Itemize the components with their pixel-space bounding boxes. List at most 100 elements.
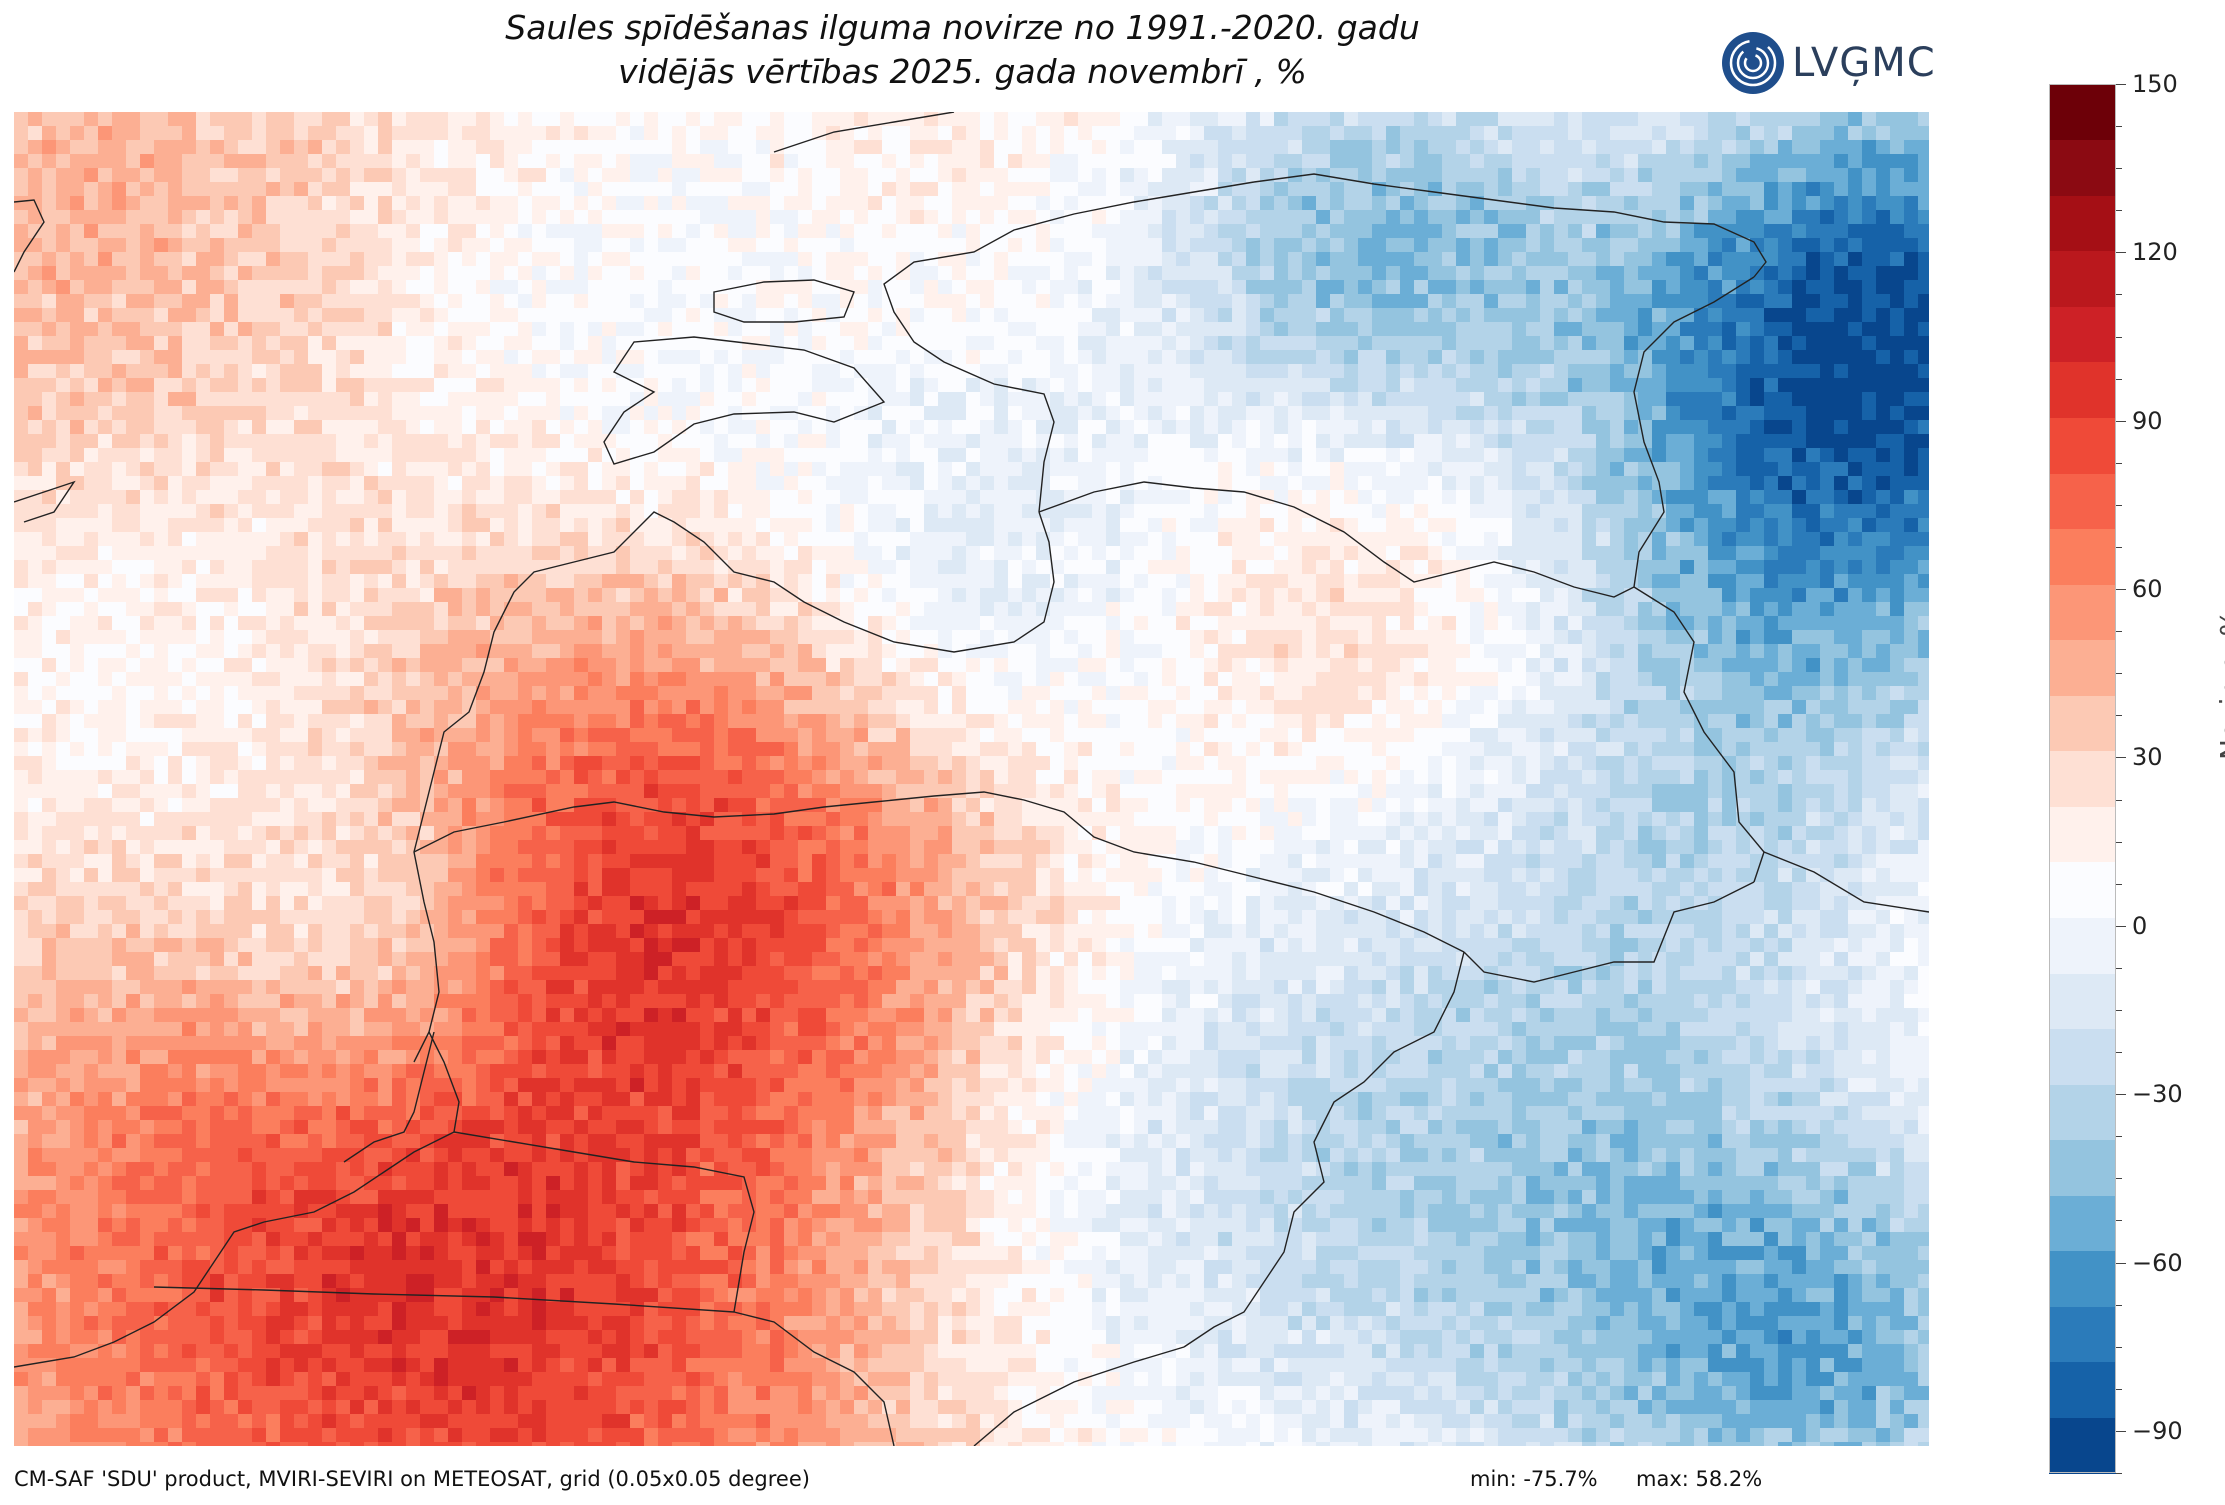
curonian-lagoon [343, 1031, 435, 1163]
latvia-russia-border [1633, 586, 1765, 883]
colorbar-minor-tick [2116, 1052, 2122, 1054]
coastline-and-borders [14, 112, 1929, 1446]
anomaly-map-svg [14, 112, 1929, 1446]
colorbar-segment [2049, 195, 2116, 252]
gulf-of-finland-north [773, 112, 955, 153]
kaliningrad-lithuania-border [453, 1131, 755, 1313]
lvgmc-logo: LVĢMC [1722, 30, 1936, 96]
curonian-spit [263, 1031, 460, 1223]
colorbar-minor-tick [2116, 883, 2122, 885]
max-value: max: 58.2% [1636, 1467, 1763, 1491]
colorbar-segment [2049, 139, 2116, 196]
colorbar-minor-tick [2116, 967, 2122, 969]
colorbar-segment [2049, 1250, 2116, 1307]
colorbar-minor-tick [2116, 1388, 2122, 1390]
colorbar-minor-tick [2116, 294, 2122, 296]
colorbar-minor-tick [2116, 799, 2122, 801]
colorbar-major-tick [2116, 589, 2126, 591]
colorbar-segment [2049, 417, 2116, 474]
colorbar-tick-label: −90 [2132, 1416, 2183, 1445]
logo-text: LVĢMC [1792, 40, 1936, 86]
colorbar-label: Novirze, % [2214, 610, 2225, 760]
heatmap-cells [14, 112, 1929, 1446]
belarus-russia-border [1763, 851, 1929, 913]
colorbar-major-tick [2116, 925, 2126, 927]
title-line-1: Saules spīdēšanas ilguma novirze no 1991… [505, 8, 1420, 47]
lvgmc-logo-icon [1722, 32, 1784, 94]
colorbar-segment [2049, 695, 2116, 752]
colorbar-minor-tick [2116, 1136, 2122, 1138]
colorbar-minor-tick [2116, 210, 2122, 212]
colorbar-minor-tick [2116, 504, 2122, 506]
colorbar-major-tick [2116, 1094, 2126, 1096]
estonia-north-coast [1253, 173, 1767, 278]
colorbar-minor-tick [2116, 462, 2122, 464]
min-value: min: -75.7% [1470, 1467, 1598, 1491]
latvia-belarus-border [1463, 881, 1755, 983]
colorbar-tick-label: −60 [2132, 1248, 2183, 1277]
colorbar-segment [2049, 472, 2116, 530]
colorbar-tick-label: 0 [2132, 911, 2148, 940]
colorbar-segment [2049, 528, 2116, 585]
latvia-estonia-border [1038, 481, 1635, 598]
colorbar-minor-tick [2116, 126, 2122, 128]
colorbar-minor-tick [2116, 378, 2122, 380]
saaremaa-island [603, 336, 886, 465]
colorbar-segment [2049, 1195, 2116, 1252]
latvia-lithuania-border [413, 791, 1465, 953]
colorbar-segment [2049, 306, 2116, 363]
colorbar-major-tick [2116, 757, 2126, 759]
colorbar-tick-label: 30 [2132, 743, 2163, 772]
lithuania-belarus-border [1183, 951, 1465, 1348]
colorbar-segment [2049, 1139, 2116, 1196]
colorbar-segment [2049, 84, 2116, 141]
colorbar-tick-label: 60 [2132, 575, 2163, 604]
colorbar-minor-tick [2116, 1010, 2122, 1011]
colorbar-minor-tick [2116, 547, 2122, 548]
hiiumaa-island [713, 279, 855, 323]
colorbar-segment [2049, 250, 2116, 307]
lithuania-poland-border [733, 1311, 895, 1446]
colorbar-segment [2049, 917, 2116, 974]
colorbar-minor-tick [2116, 1346, 2122, 1348]
colorbar-segment [2049, 1084, 2116, 1141]
colorbar-minor-tick [2116, 1220, 2122, 1222]
colorbar-segment [2049, 361, 2116, 418]
colorbar-tick-label: −30 [2132, 1080, 2183, 1109]
poland-belarus-border [973, 1346, 1185, 1446]
colorbar-major-tick [2116, 252, 2126, 254]
colorbar-minor-tick [2116, 1304, 2122, 1306]
colorbar-tick-label: 120 [2132, 238, 2178, 267]
colorbar-segment [2049, 1361, 2116, 1419]
colorbar-minor-tick [2116, 168, 2122, 170]
colorbar-segment [2049, 861, 2116, 918]
title-line-2: vidējās vērtības 2025. gada novembrī , % [618, 52, 1307, 91]
colorbar-segment [2049, 1417, 2116, 1474]
colorbar-minor-tick [2116, 715, 2122, 717]
colorbar-segment [2049, 584, 2116, 641]
colorbar-segment [2049, 972, 2116, 1030]
sweden-gotland-coast [14, 199, 76, 523]
estonia-west-coast [883, 181, 1255, 513]
colorbar-minor-tick [2116, 631, 2122, 633]
map-title: Saules spīdēšanas ilguma novirze no 1991… [0, 6, 1925, 94]
kaliningrad-poland-border [153, 1286, 735, 1313]
colorbar-minor-tick [2116, 1473, 2122, 1474]
colorbar-segment [2049, 1306, 2116, 1363]
colorbar-minor-tick [2116, 1178, 2122, 1180]
colorbar-major-tick [2116, 84, 2126, 85]
colorbar-segment [2049, 750, 2116, 807]
colorbar-minor-tick [2116, 841, 2122, 843]
colorbar-minor-tick [2116, 673, 2122, 675]
colorbar-major-tick [2116, 420, 2126, 422]
source-note: CM-SAF 'SDU' product, MVIRI-SEVIRI on ME… [14, 1467, 810, 1491]
kaliningrad-coast [14, 1221, 265, 1368]
colorbar-segment [2049, 1028, 2116, 1085]
colorbar-major-tick [2116, 1430, 2126, 1432]
colorbar-segment [2049, 806, 2116, 863]
estonia-russia-border [1633, 276, 1755, 588]
anomaly-map [14, 112, 1929, 1446]
colorbar-segment [2049, 639, 2116, 696]
colorbar-minor-tick [2116, 336, 2122, 338]
colorbar [2049, 84, 2116, 1474]
